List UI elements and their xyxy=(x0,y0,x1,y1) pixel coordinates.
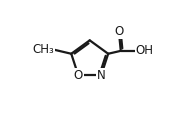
Text: O: O xyxy=(74,69,83,82)
Text: O: O xyxy=(114,25,123,38)
Text: CH₃: CH₃ xyxy=(33,43,54,56)
Text: OH: OH xyxy=(136,44,154,57)
Text: N: N xyxy=(97,69,106,82)
